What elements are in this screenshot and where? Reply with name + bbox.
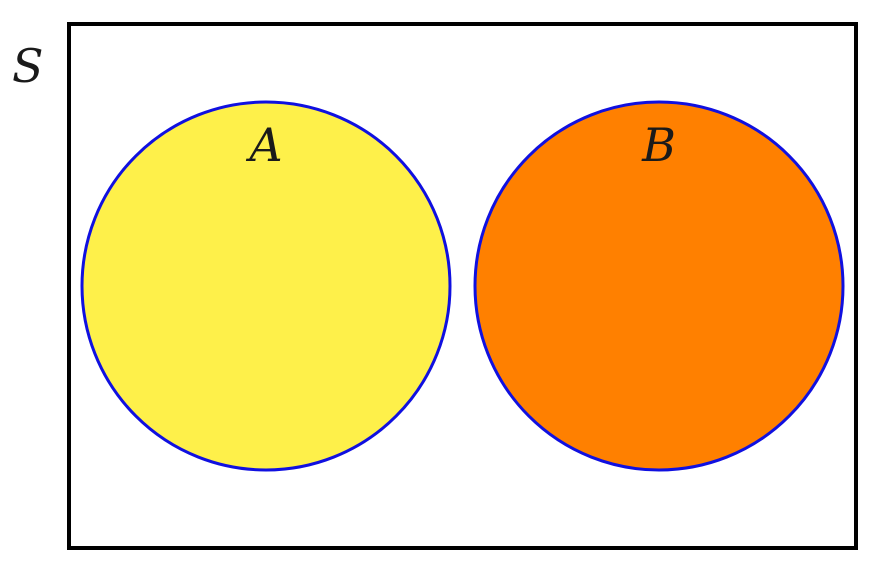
set-b-label: B (641, 118, 676, 172)
set-a-label: A (245, 118, 282, 172)
set-a-circle (80, 100, 452, 472)
set-b-circle (473, 100, 845, 472)
universe-label: S (12, 39, 44, 93)
